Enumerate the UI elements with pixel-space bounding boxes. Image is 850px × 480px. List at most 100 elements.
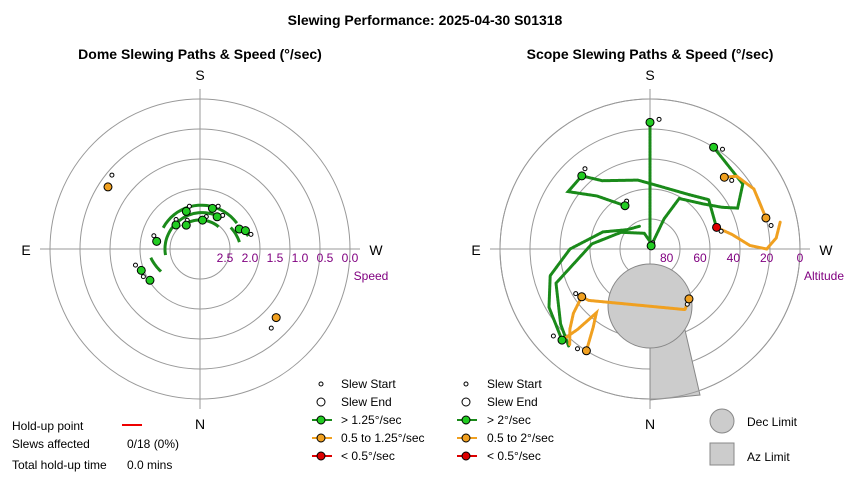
dome-slew-path xyxy=(163,225,175,256)
dome-chart: Dome Slewing Paths & Speed (°/sec) S N E… xyxy=(21,46,388,432)
legend-fast-marker xyxy=(316,415,326,425)
dome-slew-end-marker xyxy=(240,226,250,236)
legend-slew-start-marker xyxy=(318,381,324,387)
dome-paths xyxy=(103,172,281,331)
scope-slew-path xyxy=(554,230,653,348)
scope-slew-start-marker xyxy=(550,333,556,339)
tick-label: 1.5 xyxy=(267,251,284,265)
legend-item: < 0.5°/sec xyxy=(341,449,395,463)
dome-slew-start-marker xyxy=(132,262,138,268)
scope-slew-end-marker xyxy=(646,241,656,251)
legend-item: Slew Start xyxy=(487,377,542,391)
dome-axis-label: Speed xyxy=(354,269,389,283)
scope-slew-start-marker xyxy=(573,291,579,297)
scope-slew-end-marker xyxy=(577,292,587,302)
tick-label: 0.5 xyxy=(317,251,334,265)
legend-slow-marker xyxy=(461,451,471,461)
legend-item: Slew Start xyxy=(341,377,396,391)
dome-dir-left: E xyxy=(21,242,30,258)
scope-slew-end-marker xyxy=(719,172,729,182)
dome-slew-end-marker xyxy=(181,206,191,216)
scope-slew-end-marker xyxy=(645,117,655,127)
scope-chart-title: Scope Slewing Paths & Speed (°/sec) xyxy=(527,46,774,62)
dome-slew-path xyxy=(161,203,239,229)
dome-chart-title: Dome Slewing Paths & Speed (°/sec) xyxy=(78,46,322,62)
scope-slew-end-marker xyxy=(557,335,567,345)
scope-slew-end-marker xyxy=(761,213,771,223)
scope-slew-start-marker xyxy=(719,146,725,152)
legend-item: < 0.5°/sec xyxy=(487,449,541,463)
scope-slew-end-marker xyxy=(684,294,694,304)
tick-label: 80 xyxy=(660,251,674,265)
tick-label: 2.0 xyxy=(242,251,259,265)
tick-label: 40 xyxy=(727,251,741,265)
dome-slew-end-marker xyxy=(145,275,155,285)
scope-slew-end-marker xyxy=(620,201,630,211)
holdup-time-label: Total hold-up time xyxy=(12,458,107,472)
dome-slew-start-marker xyxy=(248,231,254,237)
scope-slew-path xyxy=(547,224,641,342)
scope-slew-path xyxy=(649,145,745,248)
legend-dec-limit-marker xyxy=(709,408,735,434)
scope-axis-label: Altitude xyxy=(804,269,844,283)
holdup-panel: Hold-up point Slews affected 0/18 (0%) T… xyxy=(12,419,179,472)
dome-dir-top: S xyxy=(195,67,204,83)
legend-item: Slew End xyxy=(487,395,538,409)
dome-slew-path xyxy=(149,257,163,273)
dome-slew-end-marker xyxy=(198,215,208,225)
chart-title: Slewing Performance: 2025-04-30 S01318 xyxy=(288,12,563,28)
scope-paths xyxy=(547,116,782,356)
scope-legend: Slew Start Slew End > 2°/sec 0.5 to 2°/s… xyxy=(457,377,798,466)
dome-dir-bottom: N xyxy=(195,416,205,432)
scope-slew-path xyxy=(565,174,718,227)
scope-slew-start-marker xyxy=(582,166,588,172)
scope-chart: Scope Slewing Paths & Speed (°/sec) S N … xyxy=(471,46,844,432)
dome-slew-end-marker xyxy=(136,265,146,275)
holdup-point-label: Hold-up point xyxy=(12,419,84,433)
scope-slew-end-marker xyxy=(577,171,587,181)
legend-az-limit-marker xyxy=(709,442,735,466)
scope-slew-end-marker xyxy=(712,222,722,232)
tick-label: 1.0 xyxy=(292,251,309,265)
holdup-slews-label: Slews affected xyxy=(12,437,90,451)
legend-fast-marker xyxy=(461,415,471,425)
legend-slew-start-marker xyxy=(463,381,469,387)
legend-slow-marker xyxy=(316,451,326,461)
dome-slew-end-marker xyxy=(271,313,281,323)
tick-label: 2.5 xyxy=(217,251,234,265)
legend-item: 0.5 to 2°/sec xyxy=(487,431,554,445)
dome-slew-start-marker xyxy=(109,172,115,178)
scope-slew-start-marker xyxy=(575,346,581,352)
dome-slew-end-marker xyxy=(152,236,162,246)
scope-dir-left: E xyxy=(471,242,480,258)
legend-dec-limit-label: Dec Limit xyxy=(747,415,798,429)
scope-dir-top: S xyxy=(645,67,654,83)
legend-slew-end-marker xyxy=(316,397,326,407)
legend-item: Slew End xyxy=(341,395,392,409)
dome-legend: Slew Start Slew End > 1.25°/sec 0.5 to 1… xyxy=(312,377,425,463)
dome-slew-end-marker xyxy=(212,212,222,222)
scope-slew-path xyxy=(715,219,782,251)
legend-item: > 2°/sec xyxy=(487,413,531,427)
dome-slew-end-marker xyxy=(171,220,181,230)
scope-slew-start-marker xyxy=(656,116,662,122)
tick-label: 60 xyxy=(693,251,707,265)
dome-slew-end-marker xyxy=(181,220,191,230)
scope-tick-labels: 80 60 40 20 0 xyxy=(660,251,804,265)
scope-slew-path xyxy=(560,308,599,353)
legend-mid-marker xyxy=(461,433,471,443)
dome-tick-labels: 2.5 2.0 1.5 1.0 0.5 0.0 xyxy=(217,251,359,265)
dome-slew-path xyxy=(229,226,241,243)
scope-slew-path xyxy=(568,295,584,347)
dome-slew-end-marker xyxy=(103,182,113,192)
tick-label: 20 xyxy=(760,251,774,265)
legend-item: > 1.25°/sec xyxy=(341,413,402,427)
holdup-time-value: 0.0 mins xyxy=(127,458,172,472)
scope-slew-start-marker xyxy=(718,228,724,234)
tick-label: 0 xyxy=(797,251,804,265)
dome-slew-start-marker xyxy=(151,233,157,239)
holdup-slews-value: 0/18 (0%) xyxy=(127,437,179,451)
legend-slew-end-marker xyxy=(461,397,471,407)
outer-ring xyxy=(499,98,801,400)
